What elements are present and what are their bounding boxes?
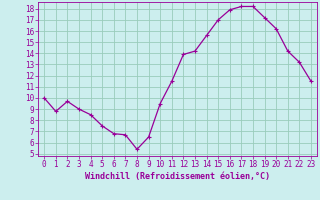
X-axis label: Windchill (Refroidissement éolien,°C): Windchill (Refroidissement éolien,°C) <box>85 172 270 181</box>
